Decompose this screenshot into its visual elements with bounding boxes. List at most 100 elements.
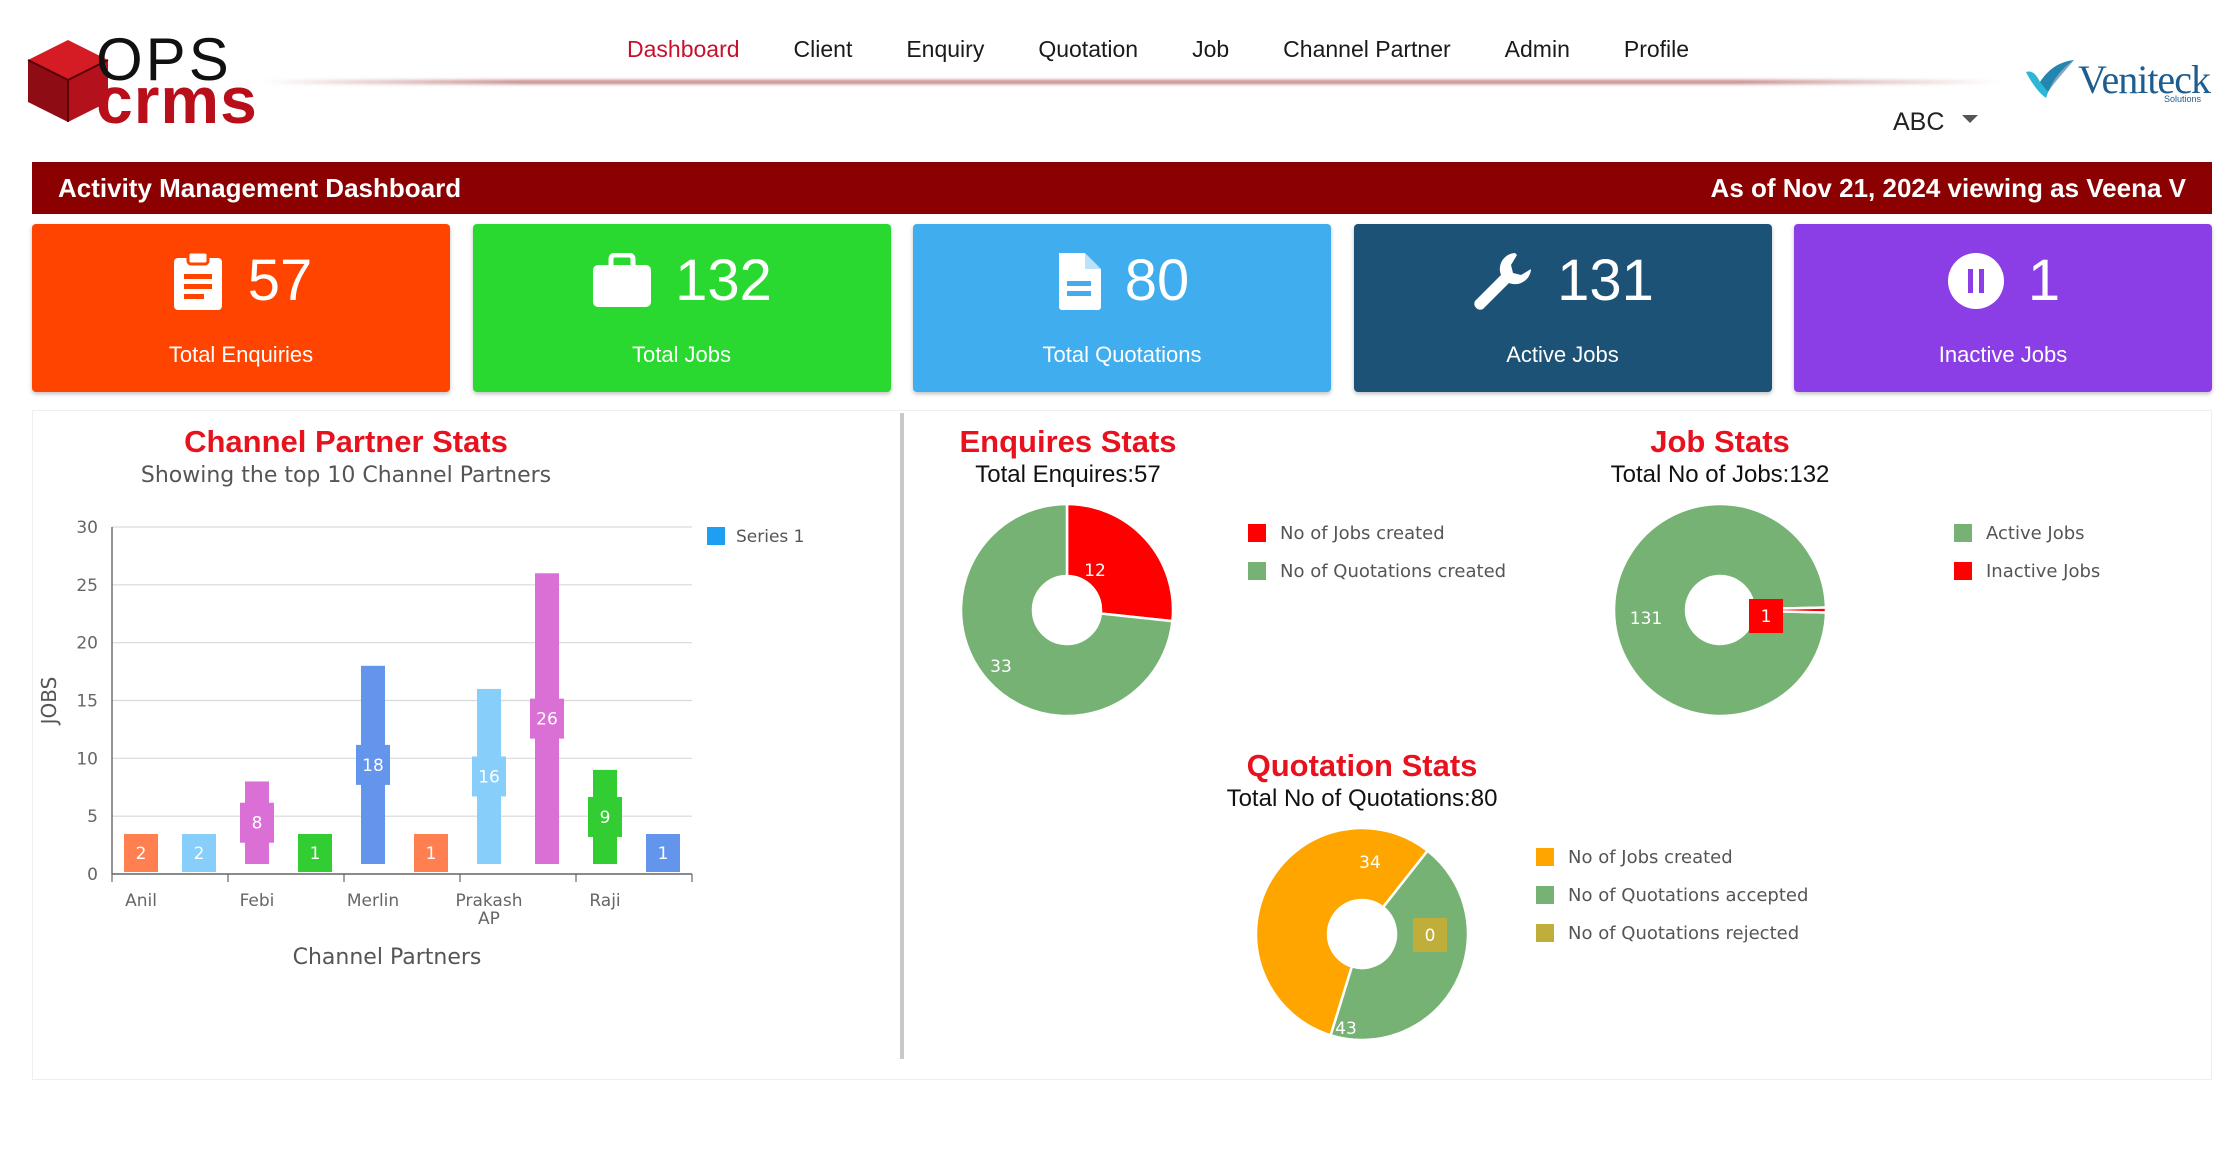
nav-divider xyxy=(260,80,2000,84)
bar[interactable] xyxy=(240,781,274,864)
job-stats-donut-chart: 131 1 xyxy=(1612,502,1828,718)
y-tick-label: 25 xyxy=(76,576,98,596)
job-stats-legend: Active Jobs Inactive Jobs xyxy=(1954,514,2100,590)
x-tick-label: AP xyxy=(478,909,500,929)
nav-item-enquiry[interactable]: Enquiry xyxy=(906,36,985,62)
x-tick-label: Merlin xyxy=(347,891,399,911)
total-quotations-card[interactable]: 80 Total Quotations xyxy=(913,224,1331,392)
wrench-icon xyxy=(1474,253,1532,310)
clipboard-icon xyxy=(173,250,222,310)
bar[interactable] xyxy=(646,834,680,872)
legend-label: Series 1 xyxy=(736,527,805,547)
inactive-jobs-card[interactable]: 1 Inactive Jobs xyxy=(1794,224,2212,392)
legend-item[interactable]: No of Jobs created xyxy=(1248,514,1506,552)
card-value: 80 xyxy=(1124,248,1190,313)
slice-value-label: 12 xyxy=(1084,561,1106,581)
enquiry-stats-subtitle: Total Enquires:57 xyxy=(975,461,1161,488)
bar-data-label: 9 xyxy=(600,808,611,828)
quotation-stats-title: Quotation Stats xyxy=(1246,748,1478,783)
slice-value-label: 34 xyxy=(1359,853,1381,873)
legend-item[interactable]: Inactive Jobs xyxy=(1954,552,2100,590)
legend-label: No of Quotations rejected xyxy=(1568,922,1800,944)
legend-item[interactable]: No of Quotations accepted xyxy=(1536,876,1808,914)
pause-circle-icon xyxy=(1947,253,2004,309)
as-of-status: As of Nov 21, 2024 viewing as Veena V xyxy=(1710,172,2186,203)
legend-item[interactable]: Active Jobs xyxy=(1954,514,2100,552)
enquiry-stats-legend: No of Jobs created No of Quotations creat… xyxy=(1248,514,1506,590)
x-axis-title: Channel Partners xyxy=(293,945,482,970)
legend-swatch xyxy=(1248,562,1266,580)
card-value: 132 xyxy=(675,248,772,313)
legend-swatch xyxy=(1954,524,1972,542)
legend-swatch xyxy=(1536,924,1554,942)
y-tick-label: 10 xyxy=(76,749,98,769)
card-value: 1 xyxy=(2027,248,2061,313)
nav-item-admin[interactable]: Admin xyxy=(1504,36,1570,62)
y-axis-title: JOBS xyxy=(37,677,61,727)
legend-item[interactable]: No of Jobs created xyxy=(1536,838,1808,876)
active-jobs-card[interactable]: 131 Active Jobs xyxy=(1353,224,1772,392)
nav-item-client[interactable]: Client xyxy=(793,36,853,62)
legend-swatch xyxy=(1536,886,1554,904)
panel-divider xyxy=(900,413,904,1059)
legend-label: Inactive Jobs xyxy=(1986,560,2101,582)
legend-label: No of Jobs created xyxy=(1568,846,1733,868)
bar[interactable] xyxy=(414,834,448,872)
document-icon xyxy=(1058,253,1101,310)
legend-swatch xyxy=(1536,848,1554,866)
card-label: Active Jobs xyxy=(1506,342,1619,367)
bar-legend-item[interactable]: Series 1 xyxy=(707,527,805,547)
logo-ops-text: OPS xyxy=(96,26,232,93)
card-value: 57 xyxy=(247,248,313,313)
legend-swatch xyxy=(1248,524,1266,542)
slice-value-label: 1 xyxy=(1761,607,1772,627)
legend-item[interactable]: No of Quotations rejected xyxy=(1536,914,1808,952)
stats-panel xyxy=(32,410,2212,1080)
bar[interactable] xyxy=(472,688,506,864)
veniteck-logo: Veniteck Solutions xyxy=(2022,56,2211,106)
y-tick-label: 5 xyxy=(87,807,98,827)
total-enquiries-card[interactable]: 57 Total Enquiries xyxy=(32,224,450,392)
enquiry-stats-title: Enquires Stats xyxy=(959,424,1177,459)
donut-hole xyxy=(1328,900,1396,968)
job-stats-subtitle: Total No of Jobs:132 xyxy=(1610,461,1830,488)
bar[interactable] xyxy=(356,665,390,864)
bar-data-label: 26 xyxy=(536,710,558,730)
bar[interactable] xyxy=(124,834,158,872)
bar[interactable] xyxy=(182,834,216,872)
bar-data-label: 1 xyxy=(310,844,321,864)
briefcase-icon xyxy=(593,253,652,307)
nav-item-dashboard[interactable]: Dashboard xyxy=(627,36,740,62)
slice-value-label: 33 xyxy=(990,657,1012,677)
slice-value-label: 131 xyxy=(1630,609,1662,629)
legend-label: No of Quotations created xyxy=(1280,560,1507,582)
page-title: Activity Management Dashboard xyxy=(58,172,462,203)
legend-item[interactable]: No of Quotations created xyxy=(1248,552,1506,590)
quotation-stats-legend: No of Jobs created No of Quotations accep… xyxy=(1536,838,1808,952)
total-jobs-card[interactable]: 132 Total Jobs xyxy=(472,224,891,392)
stat-cards: 57 Total Enquiries 132 Total Jobs 80 Tot… xyxy=(32,224,2212,392)
enquiry-stats-donut-chart: 12 33 xyxy=(959,502,1175,718)
logo-crms-text: crms xyxy=(96,63,258,137)
main-nav: Dashboard Client Enquiry Quotation Job Channe… xyxy=(600,30,1716,70)
nav-item-quotation[interactable]: Quotation xyxy=(1038,36,1139,62)
bar[interactable] xyxy=(298,834,332,872)
card-label: Total Jobs xyxy=(631,342,732,367)
card-label: Inactive Jobs xyxy=(1938,342,2068,367)
opscrms-logo[interactable]: OPS crms xyxy=(26,26,257,133)
card-label: Total Enquiries xyxy=(168,342,314,367)
bar-data-label: 1 xyxy=(658,844,669,864)
nav-item-job[interactable]: Job xyxy=(1192,36,1230,62)
legend-label: Active Jobs xyxy=(1986,522,2085,544)
x-tick-label: Anil xyxy=(125,891,157,911)
legend-label: No of Jobs created xyxy=(1280,522,1445,544)
nav-item-channel-partner[interactable]: Channel Partner xyxy=(1283,36,1451,62)
bar[interactable] xyxy=(588,769,622,864)
bar[interactable] xyxy=(530,573,564,864)
organization-dropdown[interactable]: ABC xyxy=(1893,108,1979,137)
y-tick-label: 0 xyxy=(87,865,98,885)
nav-item-profile[interactable]: Profile xyxy=(1623,36,1690,62)
slice-label-box xyxy=(1749,599,1783,633)
veniteck-sub-text: Solutions xyxy=(2164,94,2202,104)
y-tick-label: 20 xyxy=(76,634,98,654)
